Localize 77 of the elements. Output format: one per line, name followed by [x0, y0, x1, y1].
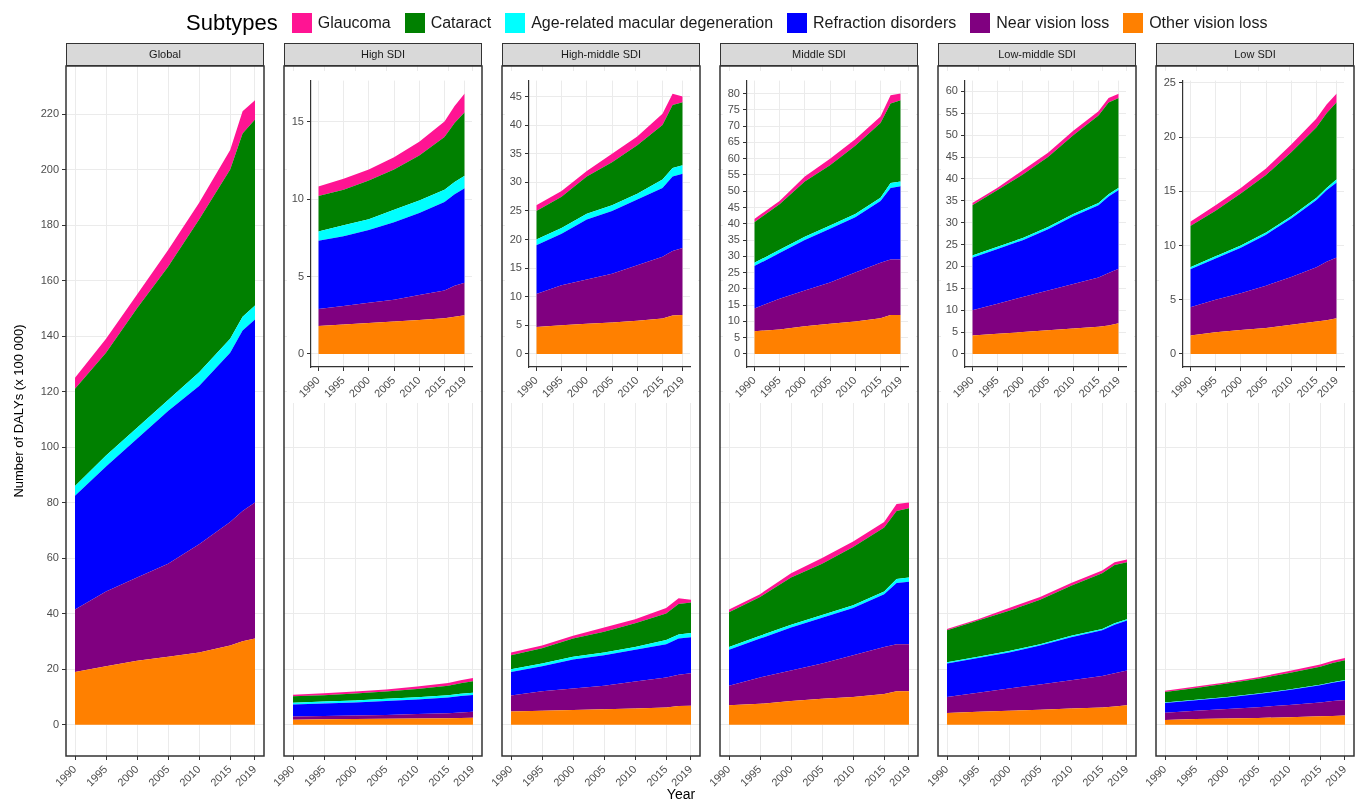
y-tick-label: 30	[727, 249, 740, 262]
legend-title: Subtypes	[186, 10, 278, 36]
y-tick-label: 5	[297, 269, 304, 282]
legend-label: Refraction disorders	[813, 14, 957, 32]
y-tick-label: 0	[297, 347, 304, 360]
y-tick-label: 80	[727, 86, 740, 99]
y-tick-label: 10	[291, 192, 304, 205]
y-tick-label: 45	[727, 200, 740, 213]
y-tick-label: 5	[515, 318, 522, 331]
y-tick-label: 5	[951, 325, 958, 338]
y-tick-label: 25	[945, 237, 958, 250]
y-tick-label: 20	[509, 232, 522, 245]
y-tick-label: 60	[46, 551, 59, 564]
y-tick-label: 100	[40, 440, 59, 453]
y-tick-label: 20	[46, 662, 59, 675]
legend-label: Age-related macular degeneration	[531, 14, 774, 32]
chart-title: High SDI	[284, 43, 482, 66]
y-tick-label: 10	[945, 303, 958, 316]
y-tick-label: 55	[945, 106, 958, 119]
chart-title: Low SDI	[1156, 43, 1354, 66]
y-tick-label: 0	[515, 346, 522, 359]
y-tick-label: 45	[945, 150, 958, 163]
y-tick-label: 70	[727, 119, 740, 132]
y-tick-label: 0	[1169, 347, 1176, 360]
y-tick-label: 35	[509, 146, 522, 159]
y-tick-label: 15	[291, 114, 304, 127]
y-tick-label: 35	[727, 233, 740, 246]
y-tick-label: 15	[945, 281, 958, 294]
chart-title: Global	[66, 43, 264, 66]
y-tick-label: 40	[945, 171, 958, 184]
y-tick-label: 25	[727, 265, 740, 278]
y-tick-label: 180	[40, 218, 59, 231]
y-tick-label: 140	[40, 329, 59, 342]
y-tick-label: 20	[727, 281, 740, 294]
y-tick-label: 5	[1169, 292, 1176, 305]
chart-title: High-middle SDI	[502, 43, 700, 66]
legend-label: Glaucoma	[317, 14, 391, 32]
y-tick-label: 0	[52, 717, 59, 730]
x-axis-title: Year	[666, 786, 696, 802]
y-tick-label: 40	[46, 606, 59, 619]
y-tick-label: 50	[945, 128, 958, 141]
chart-title: Middle SDI	[720, 43, 918, 66]
y-tick-label: 15	[1163, 184, 1176, 197]
y-tick-label: 60	[727, 151, 740, 164]
y-tick-label: 75	[727, 102, 740, 115]
y-tick-label: 15	[727, 298, 740, 311]
y-tick-label: 10	[727, 314, 740, 327]
legend-label: Cataract	[430, 14, 492, 32]
y-tick-label: 80	[46, 495, 59, 508]
y-tick-label: 120	[40, 384, 59, 397]
y-tick-label: 20	[1163, 130, 1176, 143]
y-tick-label: 30	[945, 215, 958, 228]
legend-label: Near vision loss	[996, 14, 1110, 32]
y-axis-title: Number of DALYs (x 100 000)	[10, 324, 26, 498]
y-tick-label: 5	[733, 330, 740, 343]
y-tick-label: 40	[727, 216, 740, 229]
y-tick-label: 30	[509, 175, 522, 188]
y-tick-label: 0	[733, 347, 740, 360]
y-tick-label: 60	[945, 84, 958, 97]
y-tick-label: 40	[509, 118, 522, 131]
y-tick-label: 20	[945, 259, 958, 272]
y-tick-label: 160	[40, 273, 59, 286]
y-tick-label: 35	[945, 193, 958, 206]
y-tick-label: 220	[40, 107, 59, 120]
y-tick-label: 10	[509, 289, 522, 302]
y-tick-label: 55	[727, 168, 740, 181]
y-tick-label: 15	[509, 261, 522, 274]
y-tick-label: 0	[951, 346, 958, 359]
y-tick-label: 25	[1163, 75, 1176, 88]
y-tick-label: 25	[509, 203, 522, 216]
y-tick-label: 200	[40, 162, 59, 175]
chart-title: Low-middle SDI	[938, 43, 1136, 66]
y-tick-label: 10	[1163, 238, 1176, 251]
y-tick-label: 45	[509, 89, 522, 102]
y-tick-label: 65	[727, 135, 740, 148]
legend-label: Other vision loss	[1149, 14, 1268, 32]
y-tick-label: 50	[727, 184, 740, 197]
